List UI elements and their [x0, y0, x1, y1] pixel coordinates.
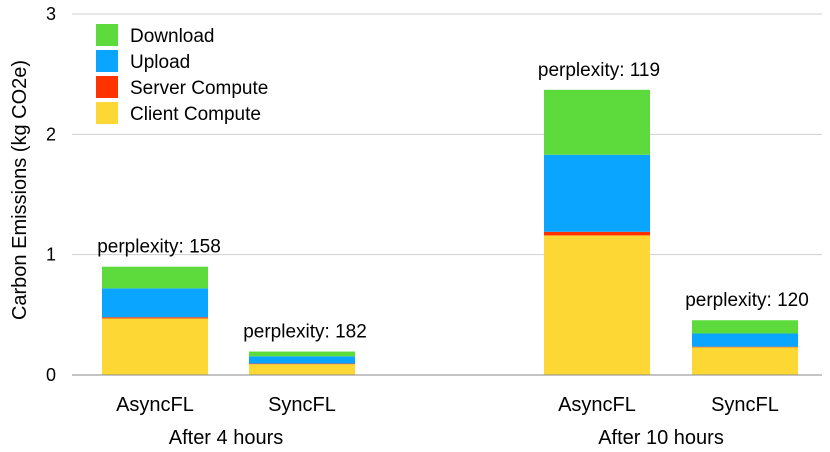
- legend-swatch: [96, 102, 118, 124]
- legend: Download Upload Server Compute Client Compu…: [96, 24, 268, 125]
- bar-segment-client-compute: [544, 235, 650, 375]
- x-category-label: AsyncFL: [116, 394, 194, 416]
- perplexity-annotation: perplexity: 120: [685, 290, 809, 311]
- x-category-label: AsyncFL: [558, 394, 636, 416]
- bar-segment-server-compute: [249, 363, 355, 365]
- bar-segment-server-compute: [102, 317, 208, 319]
- bar-segment-client-compute: [249, 364, 355, 375]
- x-category-label: SyncFL: [711, 394, 779, 416]
- legend-swatch: [96, 24, 118, 46]
- legend-swatch: [96, 50, 118, 72]
- x-group-label: After 10 hours: [598, 427, 724, 449]
- bar-segment-client-compute: [692, 347, 798, 375]
- x-group-labels: After 4 hours After 10 hours: [169, 427, 724, 449]
- bar-annotations: perplexity: 158 perplexity: 182 perplexity…: [97, 60, 809, 343]
- bar-segment-download: [249, 351, 355, 357]
- y-tick-label: 2: [46, 124, 56, 144]
- legend-label: Download: [130, 26, 215, 47]
- legend-label: Upload: [130, 52, 190, 73]
- perplexity-annotation: perplexity: 119: [538, 60, 660, 81]
- y-tick-label: 3: [46, 4, 56, 24]
- bars: [102, 89, 798, 375]
- x-category-labels: AsyncFL SyncFL AsyncFL SyncFL: [116, 394, 779, 416]
- gridlines: [72, 13, 822, 256]
- x-group-label: After 4 hours: [169, 427, 284, 449]
- bar-segment-upload: [249, 356, 355, 364]
- perplexity-annotation: perplexity: 158: [97, 237, 221, 258]
- bar-segment-upload: [544, 154, 650, 232]
- legend-swatch: [96, 76, 118, 98]
- y-axis-title: Carbon Emissions (kg CO2e): [9, 60, 31, 320]
- bar-segment-client-compute: [102, 318, 208, 375]
- bar-segment-upload: [692, 333, 798, 347]
- y-tick-labels: 0 1 2 3: [46, 4, 56, 385]
- legend-label: Server Compute: [130, 78, 268, 99]
- perplexity-annotation: perplexity: 182: [243, 322, 367, 343]
- legend-label: Client Compute: [130, 104, 261, 125]
- y-tick-label: 0: [46, 365, 56, 385]
- bar-segment-server-compute: [544, 231, 650, 236]
- bar-segment-download: [544, 89, 650, 155]
- x-category-label: SyncFL: [268, 394, 336, 416]
- bar-segment-download: [692, 320, 798, 334]
- bar-segment-upload: [102, 288, 208, 318]
- bar-segment-download: [102, 266, 208, 289]
- y-tick-label: 1: [46, 245, 56, 265]
- bar-segment-server-compute: [692, 346, 798, 348]
